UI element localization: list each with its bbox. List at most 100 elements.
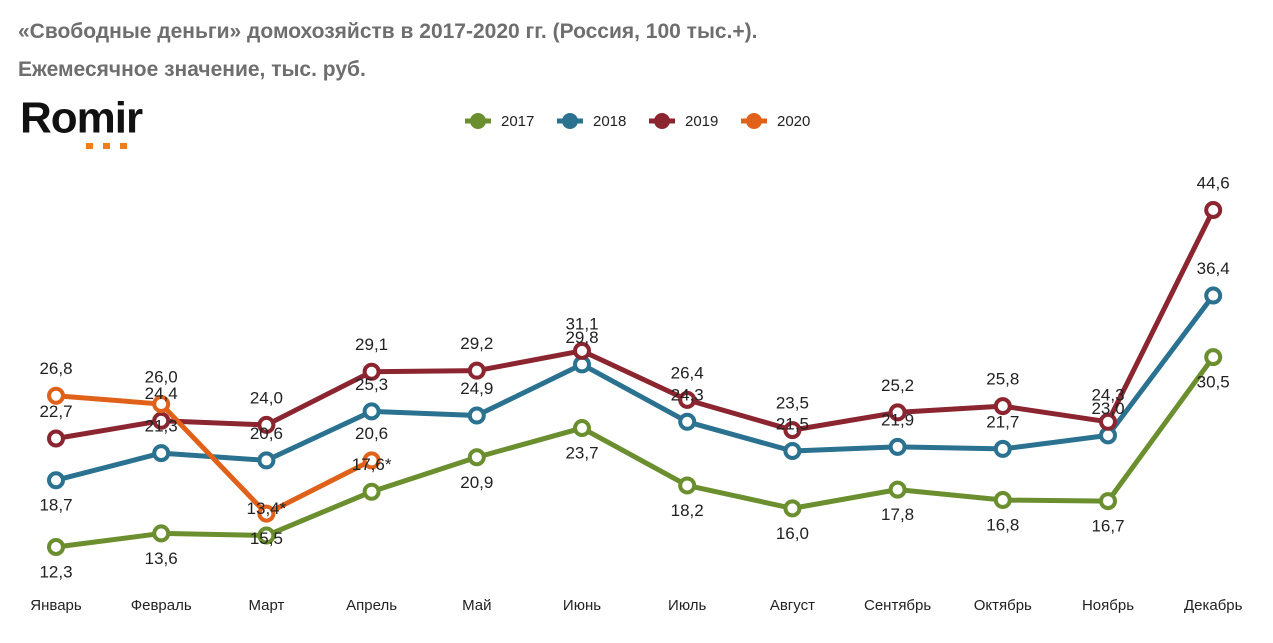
data-point — [362, 451, 381, 470]
data-label: 26,4 — [671, 363, 704, 382]
data-point — [257, 451, 276, 470]
data-label: 26,0 — [145, 368, 178, 387]
data-label: 23,5 — [776, 394, 809, 413]
series-line — [55, 294, 1216, 483]
data-point — [47, 386, 65, 405]
data-point — [888, 437, 907, 456]
data-label: 20,6 — [250, 424, 283, 443]
data-label: 29,1 — [355, 335, 388, 354]
data-label: 21,5 — [776, 414, 809, 433]
data-label: 25,8 — [986, 370, 1019, 389]
data-label: 20,6 — [355, 424, 388, 443]
data-point — [152, 411, 171, 430]
data-point — [362, 402, 381, 421]
legend-label: 2018 — [593, 113, 626, 130]
legend-label: 2017 — [501, 113, 534, 130]
data-point — [467, 406, 486, 425]
data-label: 24,0 — [250, 388, 283, 407]
chart-title: «Свободные деньги» домохозяйств в 2017-2… — [18, 20, 758, 43]
data-point — [783, 442, 802, 461]
data-label: 24,3 — [1091, 385, 1124, 404]
data-label: 23,7 — [565, 444, 598, 463]
data-label: 21,3 — [145, 417, 178, 436]
data-point — [783, 421, 802, 440]
data-label: 25,2 — [881, 376, 914, 395]
x-tick-label: Декабрь — [1184, 597, 1243, 614]
data-label: 25,3 — [355, 375, 388, 394]
data-label: 18,7 — [39, 496, 72, 515]
data-label: 21,7 — [986, 412, 1019, 431]
data-label: 16,7 — [1091, 517, 1124, 536]
data-point — [783, 499, 802, 518]
data-point — [362, 362, 381, 381]
data-point — [888, 480, 907, 499]
data-label: 29,8 — [565, 328, 598, 347]
data-point — [678, 476, 697, 495]
data-label: 13,6 — [145, 549, 178, 568]
data-label: 17,8 — [881, 505, 914, 524]
data-point — [257, 504, 276, 523]
data-label: 24,4 — [145, 384, 178, 403]
data-label: 16,8 — [986, 516, 1019, 535]
data-label: 26,8 — [39, 359, 72, 378]
data-label: 22,7 — [39, 402, 72, 421]
x-tick-label: Февраль — [131, 597, 192, 614]
data-label: 20,9 — [460, 473, 493, 492]
data-point — [467, 448, 486, 467]
brand-logo: Romir — [20, 94, 143, 143]
data-label: 29,2 — [460, 334, 493, 353]
data-label: 15,5 — [250, 529, 283, 548]
data-point — [257, 526, 276, 545]
x-tick-label: Июль — [668, 597, 706, 614]
x-tick-label: Сентябрь — [864, 597, 931, 614]
data-label: 16,0 — [776, 524, 809, 543]
x-tick-label: Январь — [30, 597, 82, 614]
data-point — [467, 361, 486, 380]
series-line — [55, 355, 1216, 550]
data-label: 23,0 — [1091, 399, 1124, 418]
data-point — [152, 395, 171, 414]
data-label: 30,5 — [1197, 373, 1230, 392]
data-point — [993, 397, 1012, 416]
data-label: 36,4 — [1197, 259, 1230, 278]
data-label: 44,6 — [1197, 173, 1230, 192]
x-tick-label: Июнь — [563, 597, 601, 614]
x-tick-label: Август — [770, 597, 815, 614]
legend-marker — [562, 113, 578, 129]
data-label: 12,3 — [39, 562, 72, 581]
data-point — [47, 538, 65, 556]
data-point — [362, 482, 381, 501]
data-point — [1204, 201, 1223, 219]
data-point — [1099, 492, 1117, 511]
x-tick-label: Октябрь — [974, 597, 1032, 614]
data-point — [152, 444, 171, 463]
data-point — [993, 439, 1012, 458]
data-label: 24,9 — [460, 379, 493, 398]
logo-dots — [86, 143, 127, 149]
data-point — [1099, 412, 1117, 431]
chart-subtitle: Ежемесячное значение, тыс. руб. — [18, 58, 366, 81]
data-point — [47, 471, 65, 490]
legend-marker — [746, 113, 762, 129]
legend-label: 2020 — [777, 113, 810, 130]
data-point — [573, 341, 591, 360]
data-point — [257, 415, 276, 434]
data-label: 31,1 — [565, 314, 598, 333]
data-point — [573, 419, 591, 438]
data-label: 21,9 — [881, 410, 914, 429]
data-point — [1204, 348, 1223, 367]
data-point — [888, 403, 907, 422]
x-tick-label: Апрель — [346, 597, 397, 614]
data-point — [993, 491, 1012, 510]
legend-marker — [654, 113, 670, 129]
data-point — [678, 412, 697, 431]
data-point — [1204, 286, 1223, 305]
data-label: 13,4* — [247, 499, 287, 518]
series-line — [55, 393, 373, 517]
legend-marker — [470, 113, 486, 129]
data-point — [152, 524, 171, 543]
x-tick-label: Ноябрь — [1082, 597, 1134, 614]
data-label: 24,3 — [671, 385, 704, 404]
legend-label: 2019 — [685, 113, 718, 130]
